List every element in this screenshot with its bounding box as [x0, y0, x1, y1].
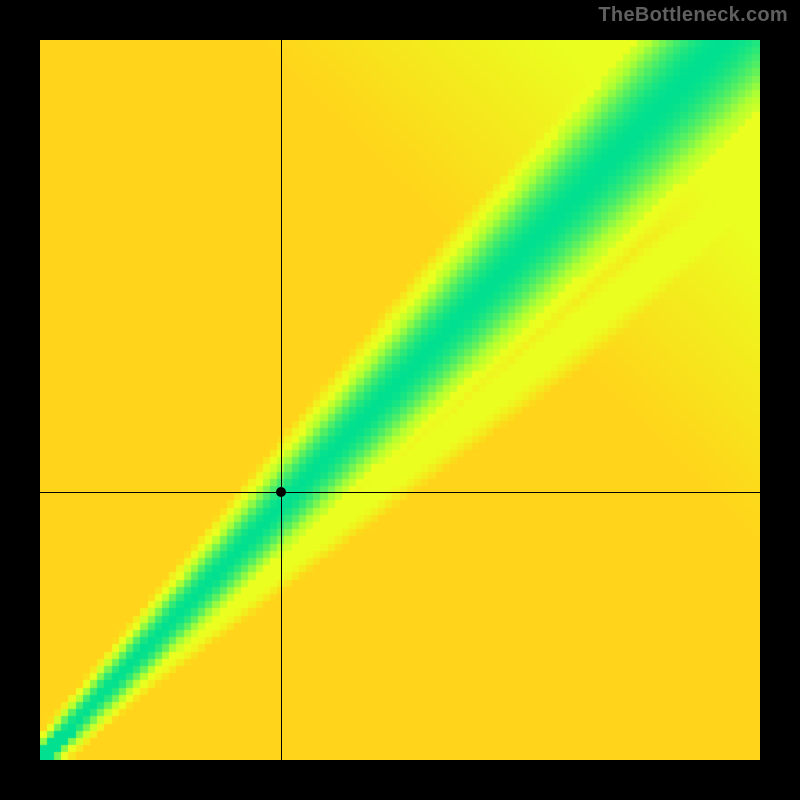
crosshair-vertical: [281, 40, 282, 760]
crosshair-horizontal: [40, 492, 760, 493]
plot-area: [40, 40, 760, 760]
heatmap-canvas: [40, 40, 760, 760]
chart-frame: TheBottleneck.com: [0, 0, 800, 800]
watermark-text: TheBottleneck.com: [598, 4, 788, 27]
data-point-marker: [276, 487, 286, 497]
